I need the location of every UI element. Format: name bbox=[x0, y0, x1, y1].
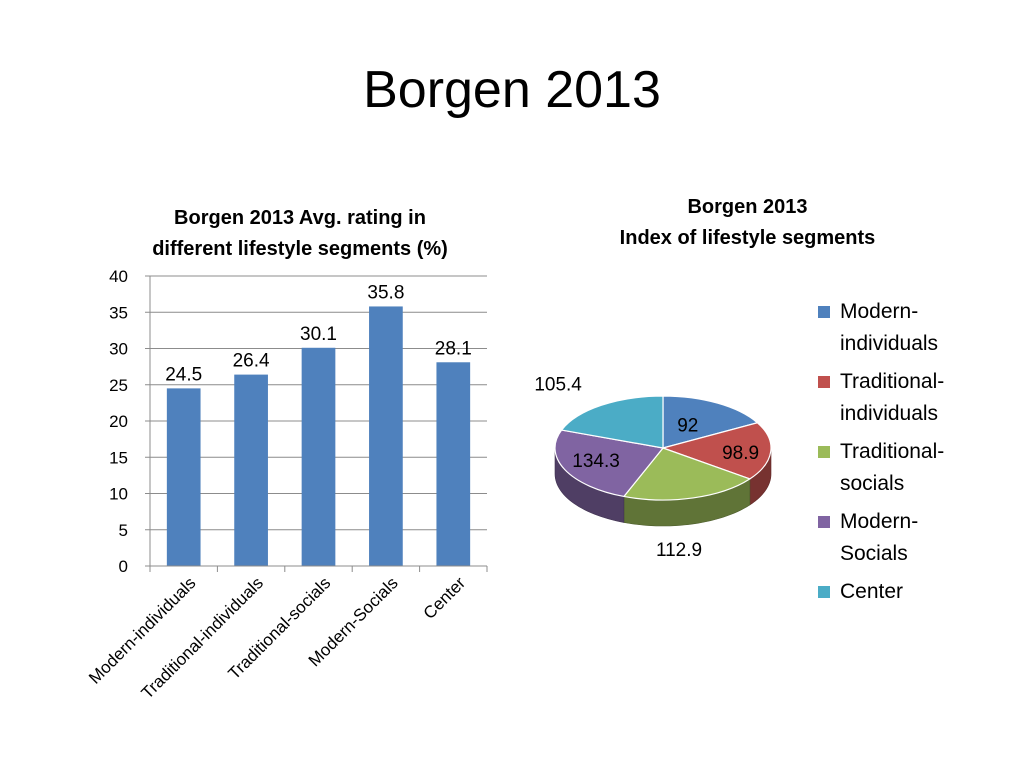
legend-item-traditional-socials: Traditional- socials bbox=[818, 436, 1018, 500]
pie-slice-traditional-individuals bbox=[662, 422, 772, 480]
y-tick-label: 15 bbox=[109, 448, 128, 467]
pie-slice-traditional-socials bbox=[623, 447, 751, 501]
legend-item-traditional-individuals: Traditional- individuals bbox=[818, 366, 1018, 430]
legend-swatch bbox=[818, 586, 830, 598]
legend-swatch bbox=[818, 306, 830, 318]
legend-label-line-1: Center bbox=[840, 580, 904, 603]
pie-slice-center bbox=[561, 395, 664, 449]
pie-value-label: 98.9 bbox=[722, 443, 759, 464]
y-tick-label: 40 bbox=[109, 267, 128, 286]
legend-item-modern-individuals: Modern- individuals bbox=[818, 296, 1018, 360]
bar-traditional-individuals bbox=[234, 374, 268, 566]
pie-chart-title: Borgen 2013 Index of lifestyle segments bbox=[560, 192, 935, 254]
pie-value-label: 92 bbox=[677, 416, 698, 437]
bar-chart-title-line-2: different lifestyle segments (%) bbox=[152, 238, 448, 260]
bar-value-label: 24.5 bbox=[165, 364, 202, 385]
legend-label-line-2: Socials bbox=[840, 542, 908, 565]
bar-traditional-socials bbox=[301, 347, 336, 566]
bar-center bbox=[436, 362, 471, 566]
y-tick-label: 10 bbox=[109, 485, 128, 504]
y-tick-label: 25 bbox=[109, 376, 128, 395]
bar-modern-socials bbox=[369, 306, 403, 566]
legend-swatch bbox=[818, 446, 830, 458]
pie-slice-modern-socials bbox=[554, 429, 664, 498]
y-tick-label: 0 bbox=[119, 557, 128, 576]
legend-label-line-2: individuals bbox=[840, 332, 939, 355]
legend-label-line-1: Traditional- bbox=[840, 440, 945, 463]
legend-item-modern-socials: Modern- Socials bbox=[818, 506, 1018, 570]
legend-item-center: Center bbox=[818, 576, 1018, 608]
legend-swatch bbox=[818, 516, 830, 528]
slide-title: Borgen 2013 bbox=[363, 61, 661, 119]
bar-value-label: 30.1 bbox=[300, 324, 337, 345]
pie-slice-modern-individuals bbox=[662, 395, 758, 449]
y-tick-label: 5 bbox=[119, 521, 128, 540]
pie-value-label: 105.4 bbox=[534, 375, 582, 396]
bar-chart-title-line-1: Borgen 2013 Avg. rating in bbox=[174, 207, 426, 229]
pie-value-label: 112.9 bbox=[656, 540, 702, 561]
legend-label-line-2: individuals bbox=[840, 402, 939, 425]
y-tick-label: 20 bbox=[109, 412, 128, 431]
bar-value-label: 28.1 bbox=[435, 338, 472, 359]
pie-value-label: 134.3 bbox=[572, 451, 620, 472]
pie-legend: Modern- individuals Traditional- individ… bbox=[818, 296, 1018, 614]
pie-chart-title-line-2: Index of lifestyle segments bbox=[619, 227, 876, 249]
bar-chart-title: Borgen 2013 Avg. rating in different lif… bbox=[120, 203, 480, 265]
legend-swatch bbox=[818, 376, 830, 388]
bar-modern-individuals bbox=[166, 388, 201, 566]
legend-label-line-2: socials bbox=[840, 472, 905, 495]
y-tick-label: 30 bbox=[109, 340, 128, 359]
bar-value-label: 35.8 bbox=[367, 282, 404, 303]
pie-chart-title-line-1: Borgen 2013 bbox=[687, 196, 808, 218]
legend-label-line-1: Modern- bbox=[840, 510, 919, 533]
legend-label-line-1: Modern- bbox=[840, 300, 919, 323]
y-tick-label: 35 bbox=[109, 303, 128, 322]
legend-label-line-1: Traditional- bbox=[840, 370, 945, 393]
bar-value-label: 26.4 bbox=[233, 351, 270, 372]
